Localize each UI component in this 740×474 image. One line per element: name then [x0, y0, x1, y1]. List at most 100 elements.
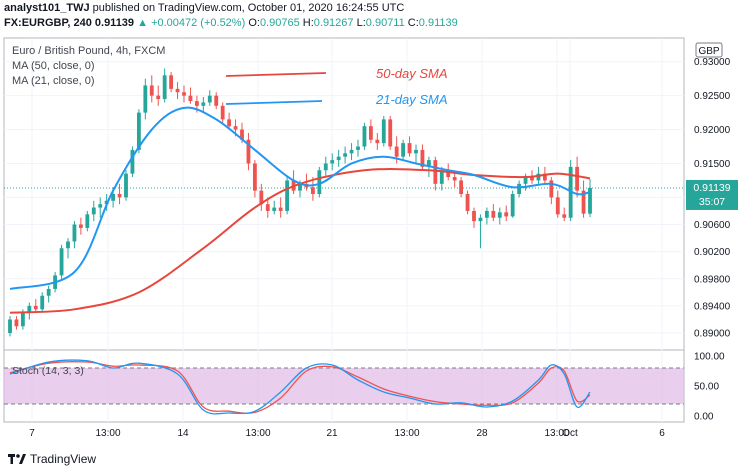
candle[interactable] — [407, 136, 412, 157]
candle[interactable] — [310, 177, 315, 201]
candle[interactable] — [220, 102, 225, 123]
candle[interactable] — [33, 299, 38, 313]
legend-ma50[interactable]: MA (50, close, 0) — [12, 60, 95, 72]
candle[interactable] — [414, 144, 418, 164]
candle[interactable] — [143, 78, 148, 120]
candle[interactable] — [349, 143, 354, 161]
candle[interactable] — [124, 170, 128, 201]
candle[interactable] — [72, 221, 77, 249]
ma21-line[interactable] — [9, 106, 591, 290]
candle[interactable] — [27, 302, 32, 320]
candle[interactable] — [182, 85, 186, 103]
candle[interactable] — [14, 316, 19, 330]
candle[interactable] — [504, 205, 509, 222]
candle[interactable] — [227, 112, 232, 130]
currency-badge-box[interactable] — [695, 42, 723, 58]
candle[interactable] — [207, 90, 212, 106]
candle[interactable] — [278, 197, 283, 218]
candle[interactable] — [362, 122, 367, 150]
candle[interactable] — [59, 244, 64, 279]
x-tick-label: 21 — [326, 428, 338, 439]
candle[interactable] — [259, 183, 264, 211]
candle[interactable] — [517, 180, 522, 198]
candle[interactable] — [78, 217, 83, 235]
candle-body — [452, 177, 457, 181]
tradingview-brand[interactable]: TradingView — [8, 452, 96, 466]
candle[interactable] — [169, 71, 174, 93]
candle[interactable] — [510, 190, 515, 218]
candle[interactable] — [581, 180, 586, 218]
stoch-axis[interactable]: 100.00 50.00 0.00 — [694, 352, 725, 423]
candle[interactable] — [562, 207, 567, 222]
candle[interactable] — [175, 82, 180, 100]
y-tick-label: 0.92500 — [694, 91, 731, 102]
candle[interactable] — [40, 292, 45, 313]
countdown-label: 35:07 — [699, 196, 725, 208]
ma50-line[interactable] — [9, 168, 591, 314]
candle[interactable] — [130, 146, 135, 178]
candle[interactable] — [401, 139, 406, 161]
candle[interactable] — [214, 92, 219, 110]
candle-body — [33, 305, 38, 310]
candle[interactable] — [323, 156, 328, 178]
stoch-label: Stoch (14, 3, 3) — [12, 365, 84, 377]
candle[interactable] — [368, 119, 373, 144]
candle[interactable] — [156, 85, 161, 106]
candle[interactable] — [285, 177, 290, 215]
stoch-lines — [9, 359, 591, 415]
candle-body — [523, 177, 528, 184]
candle[interactable] — [472, 207, 476, 228]
candle[interactable] — [497, 207, 502, 225]
candle[interactable] — [188, 87, 193, 104]
candle[interactable] — [201, 97, 206, 113]
symbol: FX:EURGBP, 240 — [4, 17, 92, 29]
sma21-marker-line[interactable] — [225, 100, 323, 105]
candle[interactable] — [252, 160, 257, 198]
candle[interactable] — [117, 183, 122, 205]
candle[interactable] — [66, 238, 70, 259]
y-tick-label: 0.89000 — [694, 329, 731, 340]
candle[interactable] — [433, 156, 438, 191]
moving-averages — [9, 106, 591, 314]
candle[interactable] — [549, 177, 554, 205]
candle[interactable] — [336, 149, 341, 167]
candle[interactable] — [459, 177, 464, 198]
candle[interactable] — [330, 153, 335, 171]
legend-title: Euro / British Pound, 4h, FXCM — [12, 45, 166, 57]
candle[interactable] — [162, 68, 167, 103]
candle[interactable] — [265, 197, 270, 218]
x-tick-label: 14 — [177, 428, 189, 439]
candle[interactable] — [420, 144, 425, 171]
candle[interactable] — [91, 200, 96, 222]
sma50-marker-line[interactable] — [225, 72, 327, 77]
candle-body — [233, 126, 238, 130]
candle-body — [446, 170, 451, 178]
candle[interactable] — [356, 139, 360, 157]
candle[interactable] — [149, 75, 154, 103]
candle-body — [259, 190, 264, 205]
publisher-name[interactable]: analyst101_TWJ — [4, 2, 90, 14]
candle[interactable] — [484, 207, 489, 225]
candle[interactable] — [375, 132, 380, 150]
candle[interactable] — [465, 190, 470, 215]
candle-body — [368, 126, 373, 140]
candle[interactable] — [388, 116, 393, 150]
candle[interactable] — [491, 204, 496, 222]
legend-ma21[interactable]: MA (21, close, 0) — [12, 75, 95, 87]
candle[interactable] — [381, 116, 386, 147]
candle[interactable] — [246, 132, 251, 171]
candle[interactable] — [272, 200, 277, 215]
candle[interactable] — [588, 179, 592, 218]
candle[interactable] — [8, 316, 12, 337]
candle[interactable] — [478, 214, 483, 249]
stoch-k-line[interactable] — [9, 359, 591, 415]
candle[interactable] — [85, 210, 90, 232]
candle[interactable] — [343, 146, 348, 164]
candle[interactable] — [317, 166, 322, 198]
candle[interactable] — [98, 197, 103, 218]
high-label: H: — [302, 17, 314, 29]
candle[interactable] — [555, 190, 560, 218]
candle[interactable] — [46, 285, 51, 303]
